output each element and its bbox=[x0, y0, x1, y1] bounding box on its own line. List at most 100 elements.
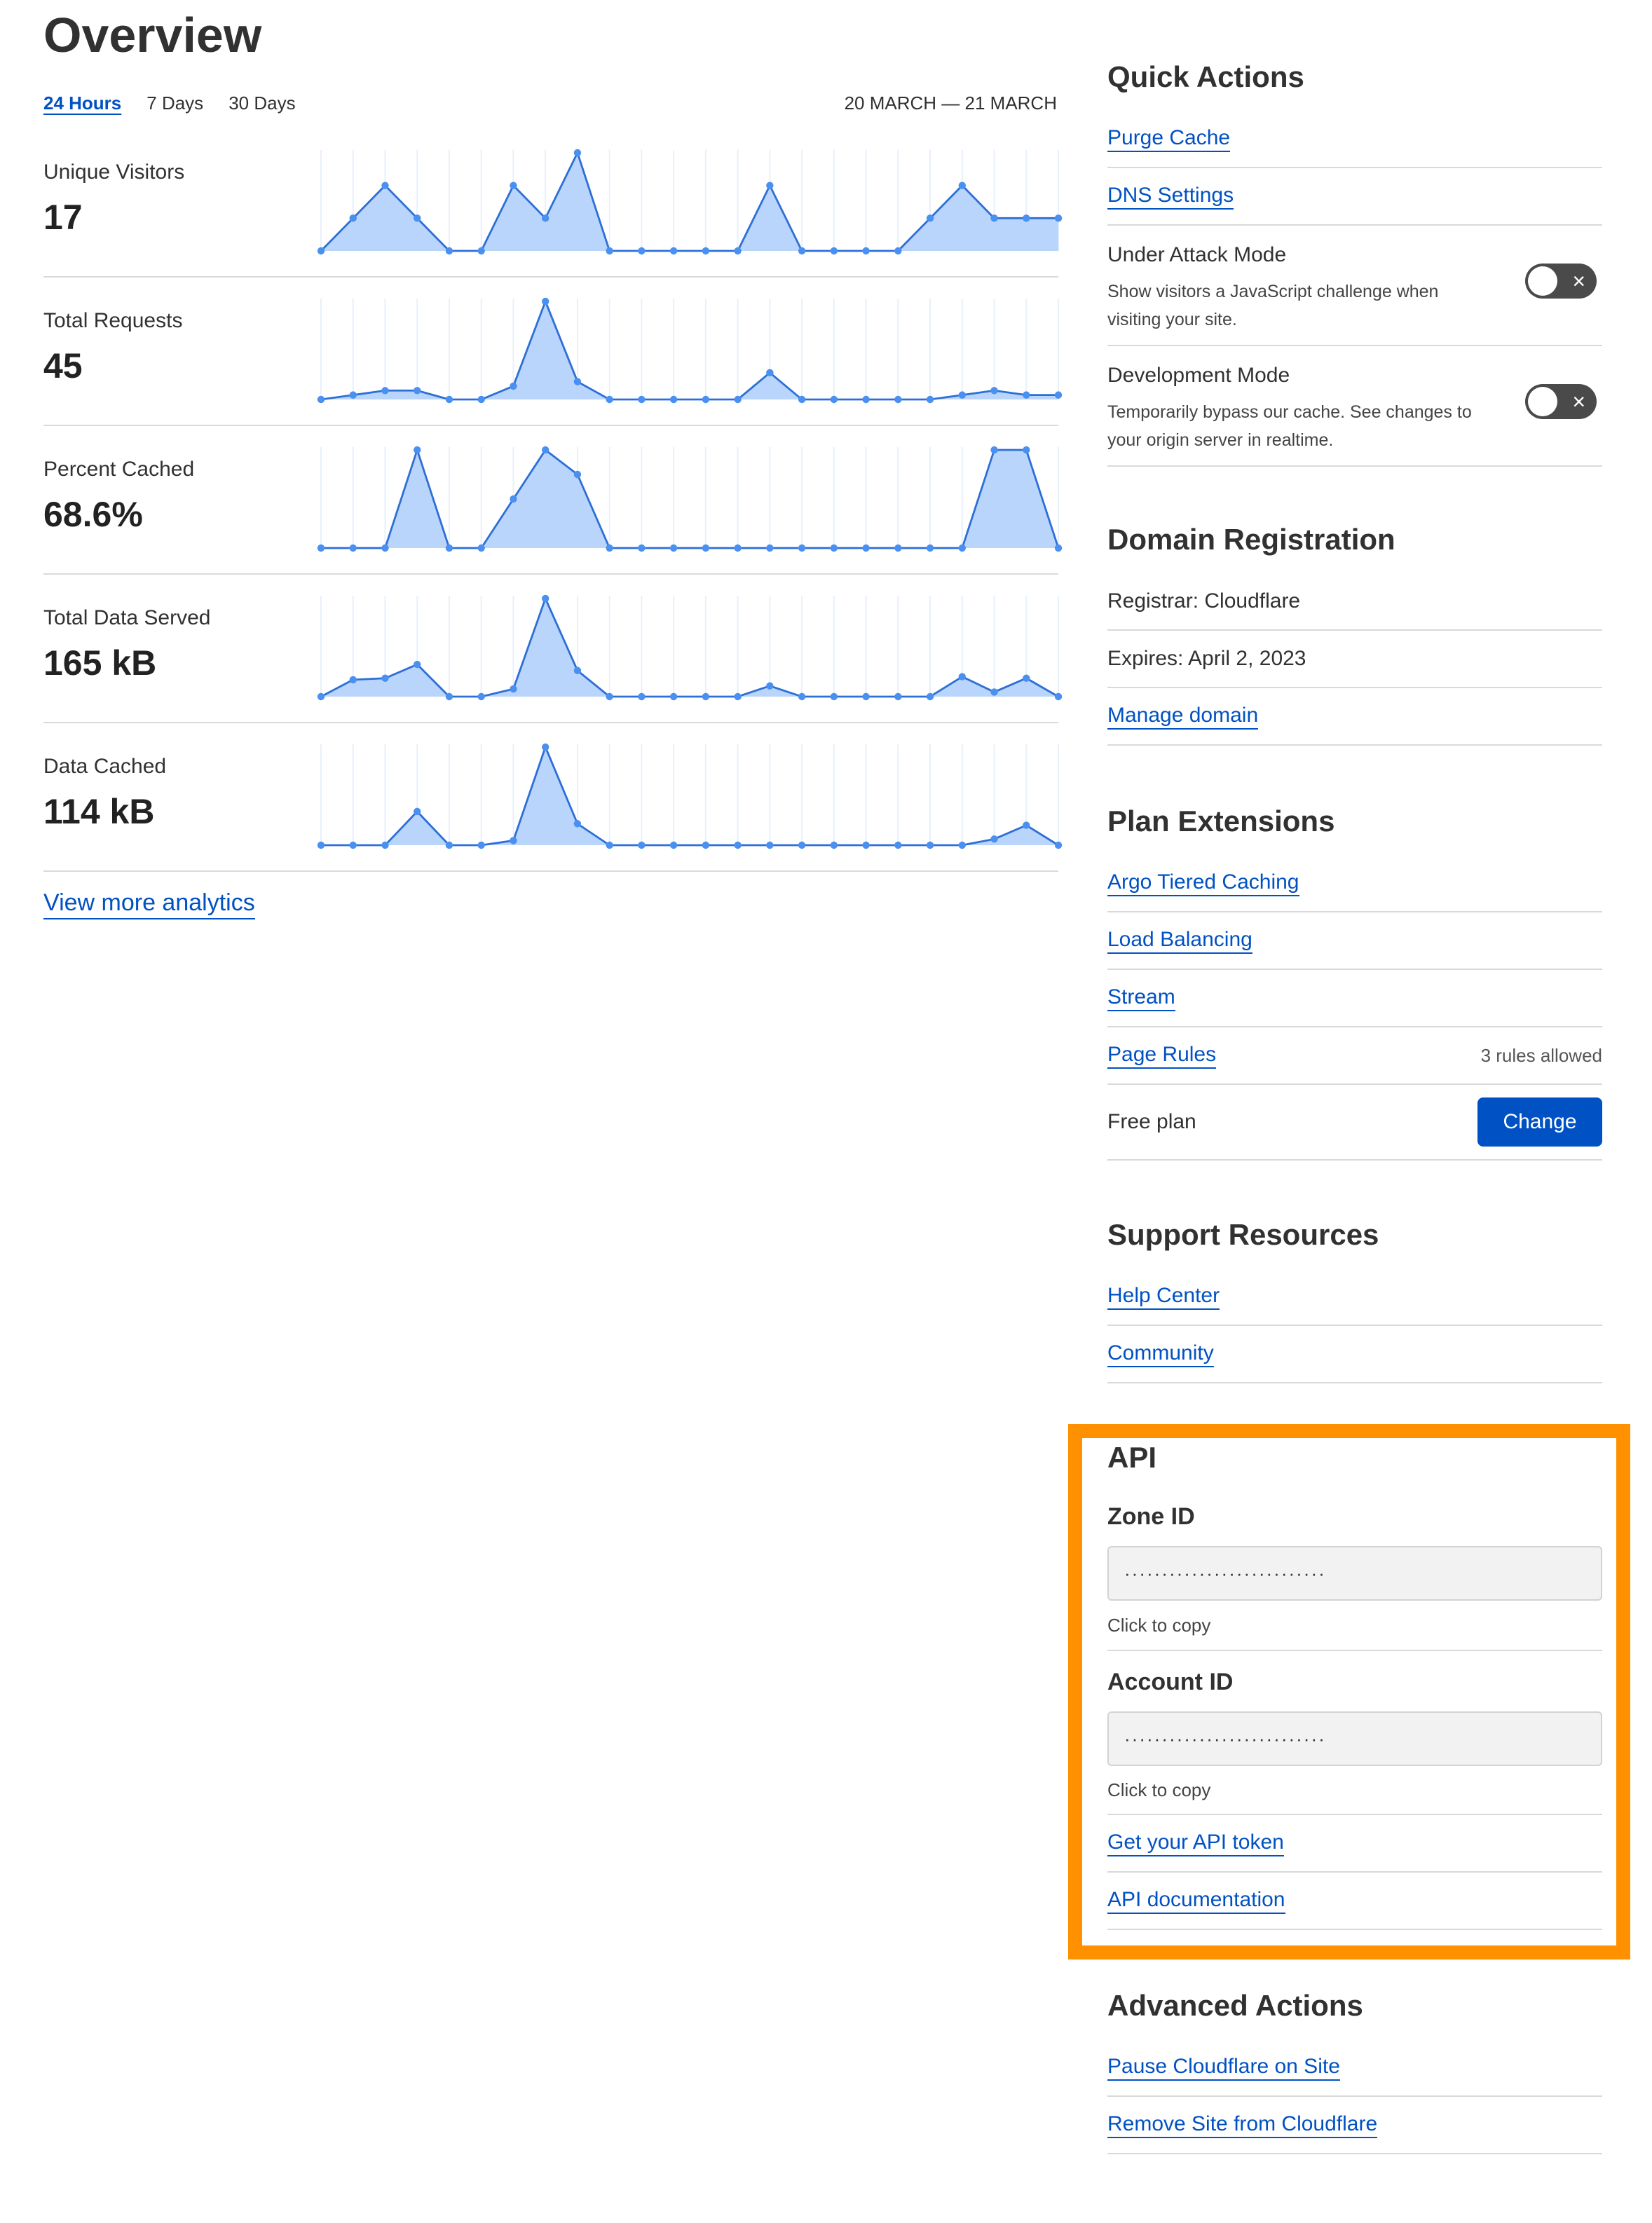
data-point[interactable] bbox=[445, 247, 453, 255]
data-point[interactable] bbox=[862, 692, 870, 701]
data-point[interactable] bbox=[349, 214, 357, 222]
view-more-analytics-link[interactable]: View more analytics bbox=[43, 887, 255, 919]
data-point[interactable] bbox=[766, 544, 774, 552]
data-point[interactable] bbox=[381, 387, 389, 395]
data-point[interactable] bbox=[414, 387, 421, 395]
manage-domain-link[interactable]: Manage domain bbox=[1107, 703, 1259, 730]
data-point[interactable] bbox=[541, 297, 549, 306]
zone-id-field[interactable]: ··························· bbox=[1107, 1546, 1602, 1601]
data-point[interactable] bbox=[381, 841, 389, 849]
data-point[interactable] bbox=[606, 395, 613, 404]
data-point[interactable] bbox=[1054, 214, 1063, 222]
data-point[interactable] bbox=[414, 446, 421, 454]
data-point[interactable] bbox=[926, 544, 934, 552]
data-point[interactable] bbox=[477, 692, 485, 701]
change-plan-button[interactable]: Change bbox=[1477, 1097, 1602, 1147]
pause-cloudflare-link[interactable]: Pause Cloudflare on Site bbox=[1107, 2054, 1340, 2081]
data-point[interactable] bbox=[702, 247, 710, 255]
data-point[interactable] bbox=[1023, 446, 1030, 454]
data-point[interactable] bbox=[926, 841, 934, 849]
data-point[interactable] bbox=[862, 395, 870, 404]
data-point[interactable] bbox=[926, 214, 934, 222]
data-point[interactable] bbox=[445, 841, 453, 849]
data-point[interactable] bbox=[606, 544, 613, 552]
data-point[interactable] bbox=[606, 247, 613, 255]
account-id-field[interactable]: ··························· bbox=[1107, 1711, 1602, 1766]
data-point[interactable] bbox=[894, 841, 902, 849]
data-point[interactable] bbox=[349, 841, 357, 849]
data-point[interactable] bbox=[541, 214, 549, 222]
data-point[interactable] bbox=[798, 544, 806, 552]
data-point[interactable] bbox=[381, 544, 389, 552]
data-point[interactable] bbox=[510, 685, 517, 693]
development-mode-toggle[interactable]: × bbox=[1525, 384, 1597, 419]
tab-24-hours[interactable]: 24 Hours bbox=[43, 93, 122, 114]
data-point[interactable] bbox=[349, 391, 357, 399]
data-point[interactable] bbox=[317, 395, 325, 404]
data-point[interactable] bbox=[702, 692, 710, 701]
data-point[interactable] bbox=[445, 395, 453, 404]
dns-settings-link[interactable]: DNS Settings bbox=[1107, 183, 1234, 210]
data-point[interactable] bbox=[510, 382, 517, 390]
data-point[interactable] bbox=[958, 673, 966, 680]
data-point[interactable] bbox=[541, 743, 549, 751]
data-point[interactable] bbox=[445, 544, 453, 552]
data-point[interactable] bbox=[734, 395, 742, 404]
data-point[interactable] bbox=[958, 544, 966, 552]
data-point[interactable] bbox=[510, 495, 517, 503]
data-point[interactable] bbox=[702, 544, 710, 552]
data-point[interactable] bbox=[1054, 391, 1063, 399]
data-point[interactable] bbox=[669, 247, 678, 255]
load-balancing-link[interactable]: Load Balancing bbox=[1107, 927, 1252, 954]
data-point[interactable] bbox=[862, 544, 870, 552]
data-point[interactable] bbox=[349, 544, 357, 552]
data-point[interactable] bbox=[477, 395, 485, 404]
data-point[interactable] bbox=[541, 446, 549, 454]
data-point[interactable] bbox=[766, 682, 774, 690]
data-point[interactable] bbox=[862, 841, 870, 849]
data-point[interactable] bbox=[734, 544, 742, 552]
data-point[interactable] bbox=[638, 395, 646, 404]
data-point[interactable] bbox=[766, 182, 774, 189]
data-point[interactable] bbox=[830, 544, 838, 552]
data-point[interactable] bbox=[862, 247, 870, 255]
data-point[interactable] bbox=[958, 182, 966, 189]
data-point[interactable] bbox=[669, 395, 678, 404]
data-point[interactable] bbox=[317, 544, 325, 552]
get-api-token-link[interactable]: Get your API token bbox=[1107, 1830, 1284, 1856]
data-point[interactable] bbox=[317, 841, 325, 849]
data-point[interactable] bbox=[606, 841, 613, 849]
data-point[interactable] bbox=[958, 391, 966, 399]
data-point[interactable] bbox=[798, 247, 806, 255]
data-point[interactable] bbox=[541, 594, 549, 603]
data-point[interactable] bbox=[477, 544, 485, 552]
purge-cache-link[interactable]: Purge Cache bbox=[1107, 125, 1231, 152]
data-point[interactable] bbox=[477, 841, 485, 849]
community-link[interactable]: Community bbox=[1107, 1341, 1214, 1367]
api-documentation-link[interactable]: API documentation bbox=[1107, 1887, 1285, 1914]
data-point[interactable] bbox=[894, 692, 902, 701]
data-point[interactable] bbox=[510, 837, 517, 844]
data-point[interactable] bbox=[830, 841, 838, 849]
data-point[interactable] bbox=[1023, 821, 1030, 829]
data-point[interactable] bbox=[798, 692, 806, 701]
data-point[interactable] bbox=[1023, 391, 1030, 399]
data-point[interactable] bbox=[638, 692, 646, 701]
data-point[interactable] bbox=[990, 446, 998, 454]
data-point[interactable] bbox=[414, 660, 421, 669]
data-point[interactable] bbox=[573, 666, 582, 675]
data-point[interactable] bbox=[734, 692, 742, 701]
data-point[interactable] bbox=[894, 247, 902, 255]
data-point[interactable] bbox=[381, 674, 389, 682]
data-point[interactable] bbox=[381, 182, 389, 189]
data-point[interactable] bbox=[990, 214, 998, 222]
data-point[interactable] bbox=[830, 692, 838, 701]
data-point[interactable] bbox=[349, 676, 357, 684]
data-point[interactable] bbox=[798, 395, 806, 404]
data-point[interactable] bbox=[766, 369, 774, 377]
data-point[interactable] bbox=[606, 692, 613, 701]
data-point[interactable] bbox=[317, 247, 325, 255]
remove-site-link[interactable]: Remove Site from Cloudflare bbox=[1107, 2112, 1378, 2138]
data-point[interactable] bbox=[669, 544, 678, 552]
data-point[interactable] bbox=[573, 470, 582, 479]
